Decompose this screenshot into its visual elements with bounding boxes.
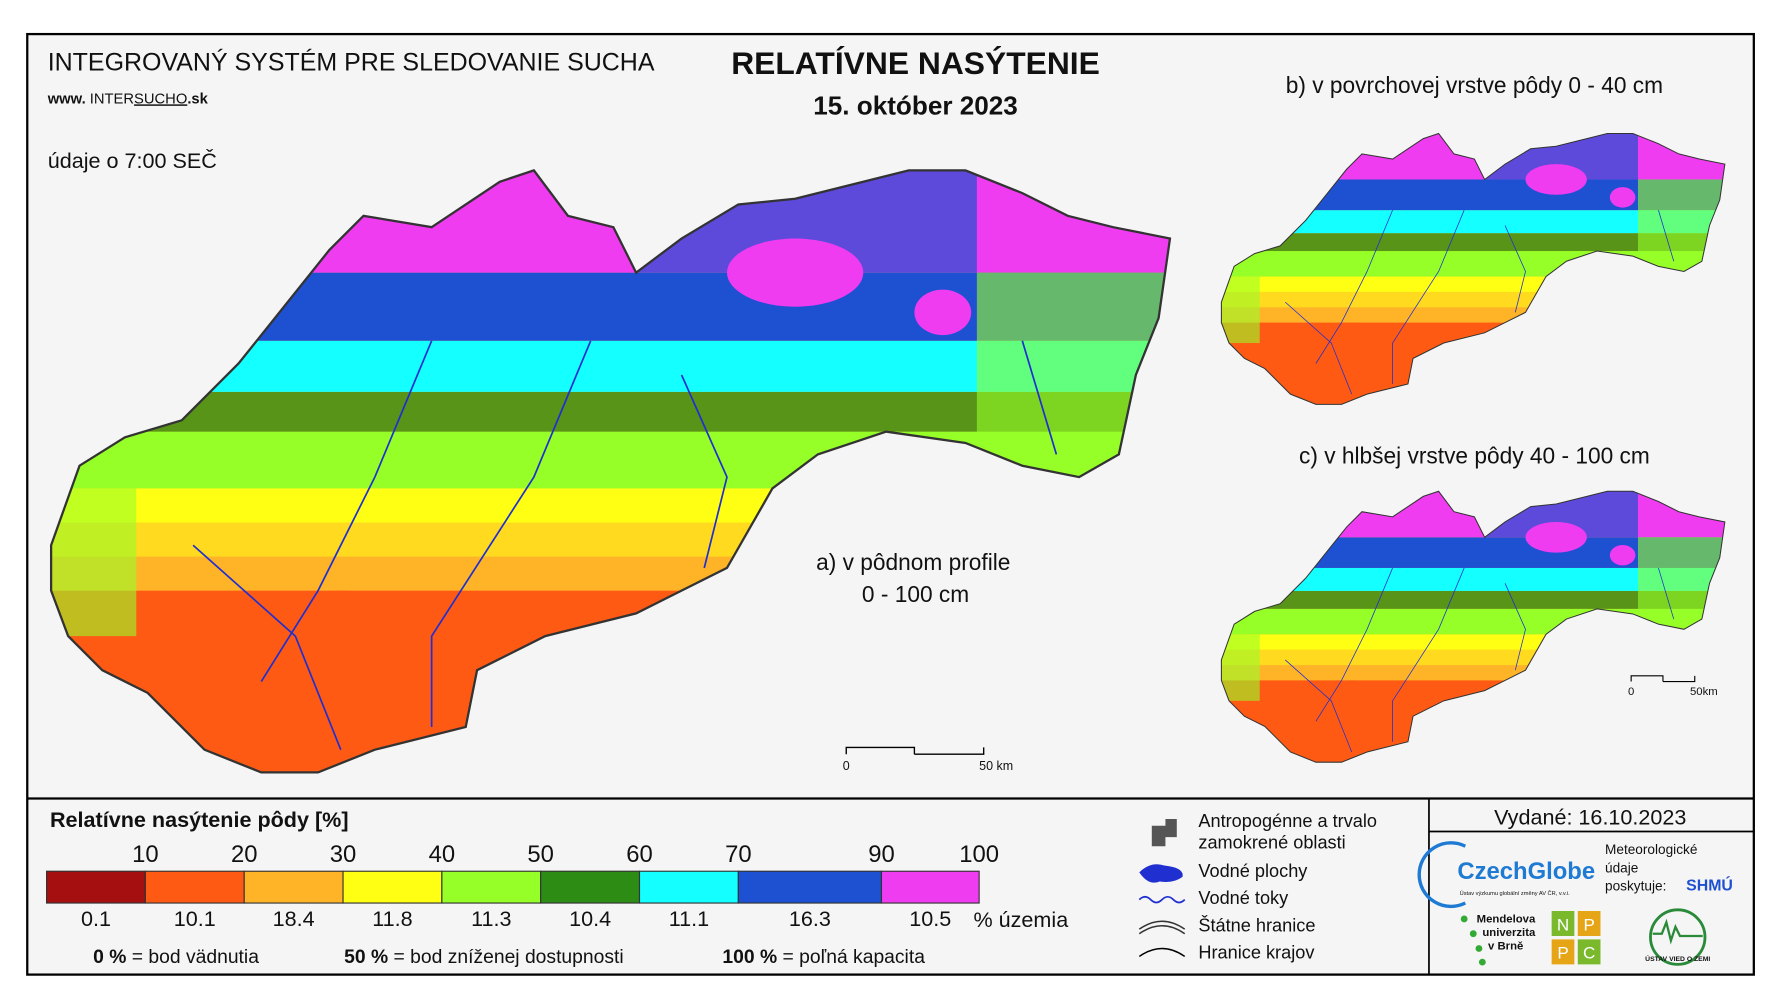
scale-label: 50km [1690,686,1718,698]
icon-river [1138,895,1186,904]
title: RELATÍVNE NASÝTENIE [731,45,1100,81]
note-key: 50 % [344,947,388,968]
map-legend-item: Štátne hranice [1198,914,1315,935]
shares-unit: % územia [973,907,1068,932]
class-bound-label: 10 [132,841,159,868]
url-part: SUCHO [134,91,187,107]
url-part: www. [47,91,90,107]
legend-class [243,870,344,904]
meteo: poskytuje: [1605,879,1666,894]
class-bound-label: 30 [330,841,357,868]
class-bound-label: 100 [959,841,999,868]
share-label: 11.3 [471,906,511,931]
note: 0 % = bod vädnutia [93,947,259,968]
share-label: 0.1 [81,906,111,931]
icon-water [1139,864,1183,883]
map-legend-item: Vodné toky [1198,888,1289,908]
class-bound-label: 40 [429,841,456,868]
share-label: 11.8 [372,906,412,931]
share-label: 10.4 [569,906,611,931]
share-label: 10.5 [909,906,951,931]
system-title: INTEGROVANÝ SYSTÉM PRE SLEDOVANIE SUCHA [48,47,655,76]
class-bound-label: 50 [527,841,554,868]
mendel: v Brně [1488,941,1523,953]
czechglobe: CzechGlobe [1457,858,1595,885]
icon-region [1138,947,1186,958]
share-label: 18.4 [273,906,315,931]
legend: 0.1 10.1 18.4 11.8 11.3 10.4 11.1 16.3 10.5 10 20 3… [46,841,999,931]
time-note: údaje o 7:00 SEČ [48,148,217,173]
legend-class [342,870,443,904]
legend-class [737,870,883,904]
legend-class [46,870,146,904]
scale-label: 50 km [979,759,1013,773]
share-label: 11.1 [669,906,709,931]
nppc: N [1557,915,1569,934]
panel-label: a) v pôdnom profile [816,549,1010,575]
class-bound-label: 90 [868,841,895,868]
note: 50 % = bod zníženej dostupnosti [344,947,623,968]
panel-label: b) v povrchovej vrstve pôdy 0 - 40 cm [1286,72,1663,98]
legend-class [540,870,641,904]
nppc: P [1557,944,1568,963]
legend-class [144,870,245,904]
issued: Vydané: 16.10.2023 [1494,805,1686,830]
note-text: = poľná kapacita [783,947,926,968]
map-legend-item: Antropogénne a trvalo [1198,811,1377,831]
map-legend-item: zamokrené oblasti [1198,833,1345,853]
meteo: Meteorologické [1605,842,1697,857]
legend-class [880,870,980,904]
icon-urban [1151,818,1177,847]
uvz: ÚSTAV VIED O ZEMI [1645,954,1710,963]
url: www. INTERSUCHO.sk [47,91,209,107]
shmu: SHMÚ [1686,876,1733,895]
class-bound-label: 70 [725,841,752,868]
note-text: = bod vädnutia [132,947,259,968]
map-legend-item: Hranice krajov [1198,943,1315,963]
class-bound-label: 20 [231,841,258,868]
mendel: Mendelova [1477,913,1536,925]
meteo: údaje [1605,860,1638,875]
class-bound-label: 60 [626,841,653,868]
scale-label: 0 [843,759,850,773]
share-label: 10.1 [174,906,216,931]
legend-class [638,870,739,904]
map-legend-item: Vodné plochy [1198,861,1308,881]
date: 15. október 2023 [813,91,1018,121]
url-part: INTER [90,91,134,107]
url-part: .sk [187,91,208,107]
nppc: C [1583,944,1595,963]
legend-class [441,870,542,904]
scale-label: 0 [1628,686,1634,698]
note-key: 100 % [722,947,777,968]
mendel: univerzita [1482,927,1536,939]
czechglobe-sub: Ústav výzkumu globální změny AV ČR, v.v.… [1460,890,1570,897]
legend-title: Relatívne nasýtenie pôdy [%] [50,807,349,832]
note-text: = bod zníženej dostupnosti [394,947,624,968]
share-label: 16.3 [789,906,831,931]
nppc: P [1583,915,1594,934]
note: 100 % = poľná kapacita [722,947,925,968]
icon-border [1138,920,1186,935]
panel-sublabel: 0 - 100 cm [862,581,969,607]
panel-label: c) v hlbšej vrstve pôdy 40 - 100 cm [1299,442,1650,468]
note-key: 0 % [93,947,126,968]
